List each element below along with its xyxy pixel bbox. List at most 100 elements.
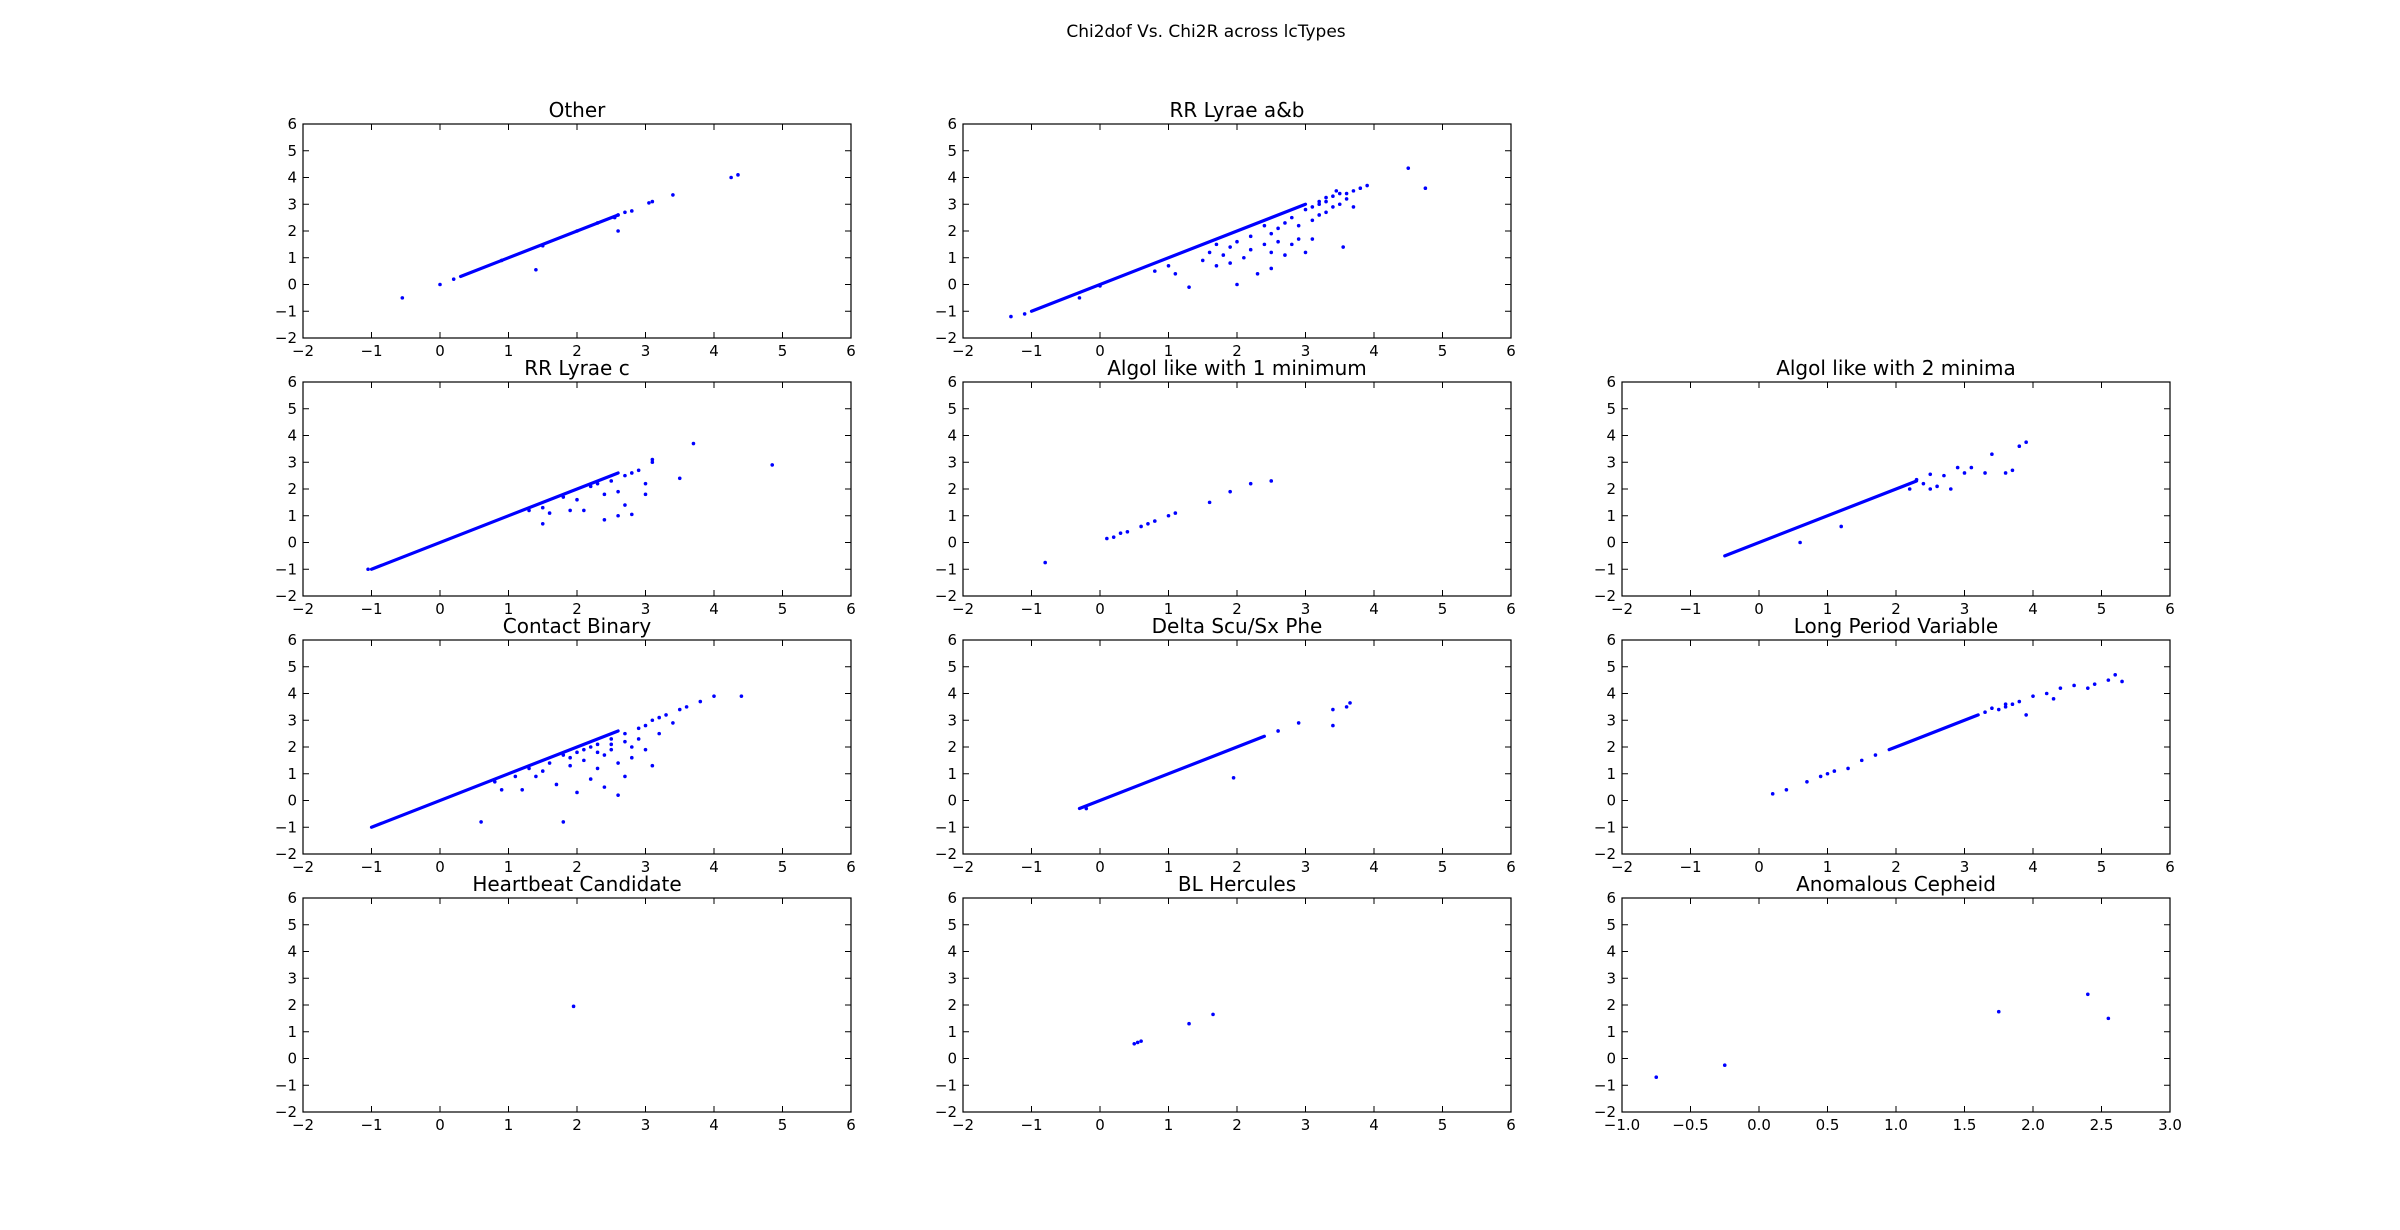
scatter-point [582, 758, 586, 763]
y-tick-label: 2 [1606, 480, 1616, 498]
x-tick-label: −2 [952, 1116, 974, 1134]
x-tick-label: 1 [1164, 858, 1174, 876]
scatter-point [1317, 199, 1321, 204]
y-tick-label: 1 [287, 249, 297, 267]
x-tick-label: 1 [1164, 342, 1174, 360]
y-tick-label: −1 [1594, 560, 1616, 578]
scatter-point [438, 282, 442, 287]
scatter-point [643, 481, 648, 486]
y-tick-label: 6 [947, 373, 957, 391]
y-tick-label: −2 [935, 845, 957, 863]
y-tick-label: 1 [947, 1023, 957, 1041]
y-tick-label: 1 [1606, 507, 1616, 525]
x-tick-label: 0.0 [1747, 1116, 1771, 1134]
axes-frame [1621, 897, 2171, 1113]
scatter-point [595, 750, 600, 755]
y-tick-label: 6 [947, 115, 957, 133]
scatter-point [561, 495, 566, 499]
x-tick-label: 5 [778, 1116, 788, 1134]
subplot-title: Algol like with 2 minima [1776, 356, 2016, 380]
x-tick-label: −2 [292, 858, 314, 876]
scatter-point [2106, 678, 2111, 682]
x-tick-label: 0 [435, 858, 445, 876]
x-tick-label: −2 [1611, 600, 1633, 618]
scatter-point [1098, 284, 1102, 288]
scatter-point [1132, 1041, 1137, 1046]
scatter-point [616, 213, 620, 217]
scatter-point [623, 473, 627, 478]
x-tick-label: −1 [360, 858, 382, 876]
scatter-point [1365, 183, 1369, 188]
scatter-point [1009, 314, 1013, 319]
scatter-point [1248, 234, 1253, 239]
x-tick-label: −2 [292, 1116, 314, 1134]
subplot-rr-lyrae-c: RR Lyrae c −2 −1 0 1 2 3 4 5 6 −2 −1 0 1 2 3 4 5 6 [275, 356, 856, 618]
scatter-point [1341, 245, 1345, 249]
x-tick-label: −2 [292, 342, 314, 360]
scatter-point [1310, 218, 1315, 223]
y-tick-label: 5 [947, 916, 957, 934]
scatter-point [2003, 471, 2008, 475]
scatter-point [534, 774, 538, 779]
x-tick-label: 2 [1891, 858, 1901, 876]
subplot-title: RR Lyrae c [524, 356, 629, 380]
scatter-point [1303, 207, 1308, 212]
y-tick-label: 3 [947, 195, 957, 213]
y-tick-label: 2 [947, 480, 957, 498]
y-tick-label: 0 [287, 534, 297, 552]
x-tick-label: 0 [1095, 1116, 1105, 1134]
scatter-point [595, 481, 600, 486]
y-tick-label: 4 [1606, 685, 1616, 703]
x-tick-label: 0 [1095, 342, 1105, 360]
y-tick-label: 6 [1606, 889, 1616, 907]
scatter-point [1825, 771, 1830, 776]
x-tick-label: 3 [1301, 342, 1311, 360]
x-tick-label: −1 [1679, 858, 1701, 876]
scatter-point [575, 790, 579, 795]
x-tick-label: 5 [2097, 600, 2107, 618]
scatter-point [643, 723, 648, 728]
scatter-point [400, 296, 405, 300]
subplot-grid: Other −2 −1 0 1 2 3 4 5 6 −2 −1 0 1 2 3 4 5 6 RR Lyrae a&b −… [275, 98, 2182, 1134]
scatter-point [1228, 245, 1232, 249]
scatter-point [2024, 713, 2028, 717]
y-tick-label: 2 [287, 480, 297, 498]
scatter-point [2003, 705, 2008, 709]
subplot-contact-binary: Contact Binary −2 −1 0 1 2 3 4 5 6 −2 −1 0 1 2 3 4 5 6 [275, 614, 856, 876]
scatter-point [677, 476, 682, 481]
x-tick-label: 1.0 [1884, 1116, 1908, 1134]
x-tick-label: 3 [641, 342, 651, 360]
x-tick-label: 0 [1754, 858, 1764, 876]
scatter-point [602, 517, 607, 522]
y-tick-label: −2 [1594, 845, 1616, 863]
scatter-point [513, 774, 518, 779]
scatter-point [643, 747, 648, 752]
scatter-point [451, 277, 456, 281]
subplot-title: Heartbeat Candidate [472, 872, 681, 896]
dense-point-run [369, 729, 620, 829]
subplot-delta-scu-sx-phe: Delta Scu/Sx Phe −2 −1 0 1 2 3 4 5 6 −2 −1 0 1 2 3 4 5 6 [935, 614, 1516, 876]
scatter-point [2106, 1016, 2111, 1021]
x-tick-label: 5 [2097, 858, 2107, 876]
scatter-point [729, 175, 733, 180]
subplot-title: Long Period Variable [1794, 614, 1998, 638]
y-tick-label: 3 [287, 453, 297, 471]
scatter-point [1283, 253, 1287, 257]
scatter-point [1331, 194, 1335, 199]
y-tick-label: 1 [287, 1023, 297, 1041]
scatter-point [1200, 258, 1205, 263]
x-tick-label: −1 [360, 342, 382, 360]
dense-point-run [369, 471, 620, 571]
scatter-point [739, 694, 744, 698]
subplot-title: BL Hercules [1178, 872, 1296, 896]
x-tick-label: 6 [1506, 1116, 1516, 1134]
x-tick-label: 1 [1823, 600, 1833, 618]
scatter-point [2010, 702, 2015, 706]
x-tick-label: −0.5 [1672, 1116, 1708, 1134]
scatter-point [2003, 702, 2008, 706]
scatter-point [609, 742, 614, 747]
scatter-point [2092, 682, 2097, 686]
x-tick-label: 2.0 [2021, 1116, 2045, 1134]
scatter-point [595, 221, 600, 225]
scatter-point [1283, 221, 1287, 225]
